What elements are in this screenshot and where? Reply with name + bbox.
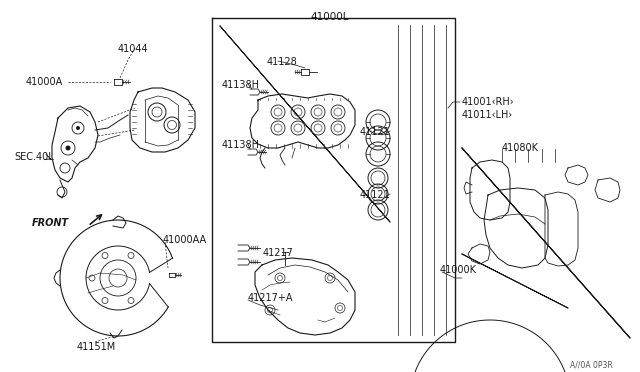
Circle shape: [76, 126, 80, 130]
Text: SEC.40L: SEC.40L: [14, 152, 54, 162]
Text: 41000L: 41000L: [311, 12, 349, 22]
Text: 41001‹RH›: 41001‹RH›: [462, 97, 515, 107]
Text: 41044: 41044: [118, 44, 148, 54]
Text: 41080K: 41080K: [502, 143, 538, 153]
Text: 41151M: 41151M: [77, 342, 116, 352]
Text: FRONT: FRONT: [32, 218, 69, 228]
Text: 41121: 41121: [360, 127, 391, 137]
Text: 41217: 41217: [263, 248, 294, 258]
Text: 41000K: 41000K: [440, 265, 477, 275]
Circle shape: [65, 145, 70, 151]
Text: 41000AA: 41000AA: [163, 235, 207, 245]
Text: A//0A 0P3R: A//0A 0P3R: [570, 360, 612, 369]
Text: 41000A: 41000A: [26, 77, 63, 87]
Text: 41011‹LH›: 41011‹LH›: [462, 110, 513, 120]
Text: 41128: 41128: [267, 57, 298, 67]
Text: 41138H: 41138H: [222, 80, 260, 90]
Text: 41217+A: 41217+A: [248, 293, 294, 303]
Text: 41121: 41121: [360, 190, 391, 200]
Text: 41138H: 41138H: [222, 140, 260, 150]
